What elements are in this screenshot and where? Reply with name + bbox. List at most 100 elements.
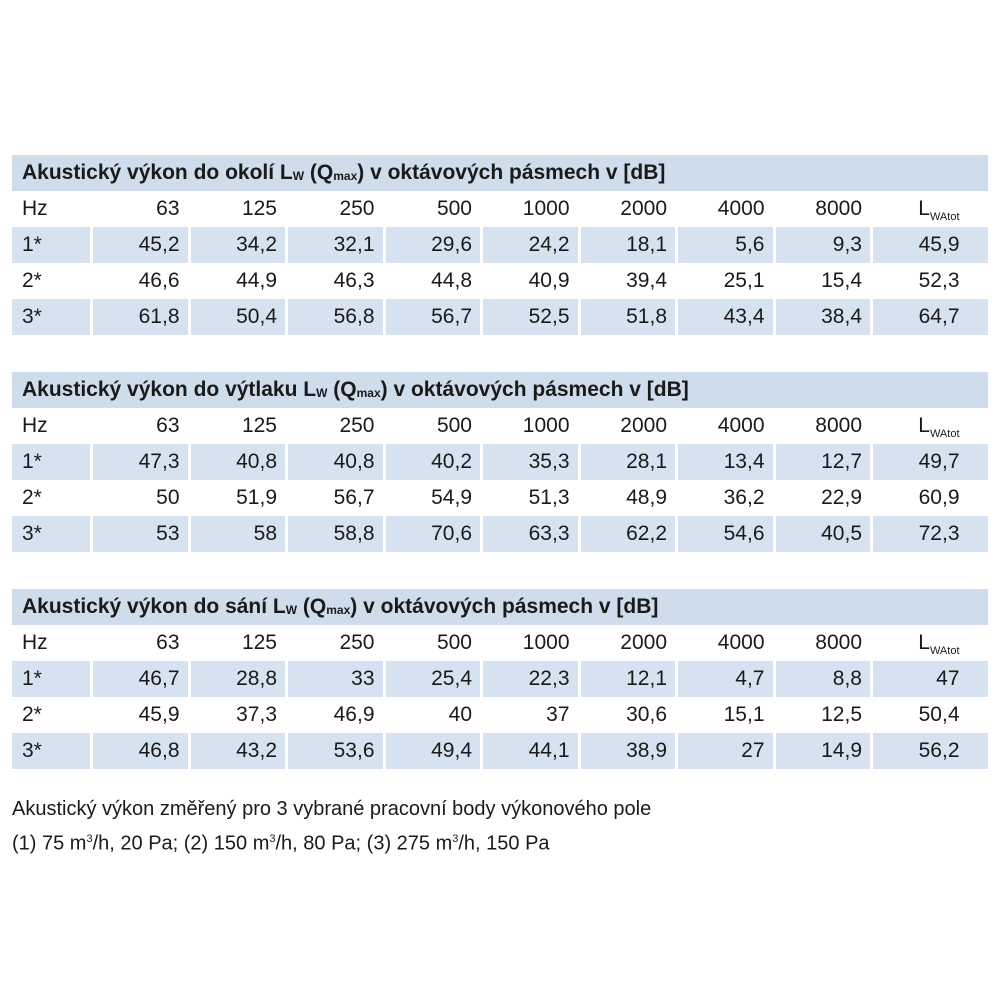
value-cell: 38,9 [577,733,676,769]
table-row: 2* 45,9 37,3 46,9 40 37 30,6 15,1 12,5 50,4 [12,697,988,733]
value-cell: 46,7 [90,661,188,697]
header-cell: 1000 [480,408,578,444]
value-cell: 47,3 [90,444,188,480]
value-cell: 54,6 [675,516,773,552]
value-cell: 9,3 [772,227,871,263]
value-cell: 64,7 [870,299,968,335]
header-cell: 125 [187,625,286,661]
header-lw-main: L [918,631,930,654]
row-label: 3* [22,739,42,762]
table-row: 3* 53 58 58,8 70,6 63,3 62,2 54,6 40,5 72,3 [12,516,988,552]
header-cell: 8000 [772,408,871,444]
value-cell: 63,3 [480,516,578,552]
header-cell: 250 [285,191,383,227]
value-cell: 39,4 [577,263,676,299]
header-cell: 125 [187,191,286,227]
value-cell: 61,8 [90,299,188,335]
header-cell-lwatot: LWAtot [870,625,968,661]
value-cell: 52,5 [480,299,578,335]
value-cell: 8,8 [772,661,871,697]
title-part: Akustický výkon do sání L [22,595,286,618]
row-label: 2* [22,486,42,509]
value-cell: 22,9 [772,480,871,516]
acoustic-table: Akustický výkon do okolí LW (Qmax) v okt… [12,155,988,335]
value-cell: 54,9 [382,480,481,516]
value-cell: 44,9 [187,263,286,299]
value-cell: 13,4 [675,444,773,480]
header-cell: 63 [90,625,188,661]
header-cell: 63 [90,191,188,227]
note-part: (1) 75 m [12,832,87,855]
value-cell: 49,4 [382,733,481,769]
value-cell: 46,9 [285,697,383,733]
table-row: 2* 46,6 44,9 46,3 44,8 40,9 39,4 25,1 15,4 52,3 [12,263,988,299]
table-row: 1* 46,7 28,8 33 25,4 22,3 12,1 4,7 8,8 47 [12,661,988,697]
header-cell: 2000 [577,408,676,444]
title-part: W [292,169,305,183]
value-cell: 72,3 [870,516,968,552]
title-part: W [285,603,298,617]
row-label: 2* [22,269,42,292]
value-cell: 40 [382,697,481,733]
header-cell: 63 [90,408,188,444]
value-cell: 52,3 [870,263,968,299]
header-cell: 2000 [577,191,676,227]
value-cell: 70,6 [382,516,481,552]
value-cell: 12,7 [772,444,871,480]
value-cell: 62,2 [577,516,676,552]
value-cell: 46,3 [285,263,383,299]
value-cell: 46,6 [90,263,188,299]
header-lw-main: L [918,197,930,220]
value-cell: 36,2 [675,480,773,516]
value-cell: 48,9 [577,480,676,516]
header-cell: Hz [22,414,48,437]
value-cell: 58 [187,516,286,552]
header-cell: Hz [22,631,48,654]
title-part: max [333,169,358,183]
note-part: /h, 150 Pa [458,832,550,855]
value-cell: 34,2 [187,227,286,263]
value-cell: 45,9 [870,227,968,263]
value-cell: 44,8 [382,263,481,299]
header-lw-sub: WAtot [929,645,960,658]
header-cell: 2000 [577,625,676,661]
header-cell: 8000 [772,625,871,661]
title-part: (Q [304,161,334,184]
value-cell: 56,2 [870,733,968,769]
title-part: (Q [327,378,357,401]
value-cell: 22,3 [480,661,578,697]
title-part: ) v oktávových pásmech v [dB] [350,595,659,618]
value-cell: 43,4 [675,299,773,335]
value-cell: 49,7 [870,444,968,480]
table-title: Akustický výkon do výtlaku LW (Qmax) v o… [12,372,988,408]
header-lw-sub: WAtot [929,428,960,441]
header-cell: 4000 [675,408,773,444]
value-cell: 46,8 [90,733,188,769]
row-label: 3* [22,305,42,328]
title-part: Akustický výkon do výtlaku L [22,378,317,401]
header-cell: 500 [382,625,481,661]
value-cell: 25,4 [382,661,481,697]
header-lw-sub: WAtot [929,211,960,224]
value-cell: 43,2 [187,733,286,769]
value-cell: 30,6 [577,697,676,733]
note-sup: 3 [452,833,459,845]
header-lw-main: L [918,414,930,437]
value-cell: 40,8 [187,444,286,480]
header-cell: Hz [22,197,48,220]
value-cell: 44,1 [480,733,578,769]
table-header-row: Hz 63 125 250 500 1000 2000 4000 8000 LWAtot [12,191,988,227]
table-header-row: Hz 63 125 250 500 1000 2000 4000 8000 LWAtot [12,625,988,661]
value-cell: 28,8 [187,661,286,697]
header-cell: 4000 [675,625,773,661]
value-cell: 50,4 [187,299,286,335]
value-cell: 53 [90,516,188,552]
value-cell: 25,1 [675,263,773,299]
table-title: Akustický výkon do okolí LW (Qmax) v okt… [12,155,988,191]
value-cell: 27 [675,733,773,769]
value-cell: 14,9 [772,733,871,769]
value-cell: 15,4 [772,263,871,299]
value-cell: 60,9 [870,480,968,516]
value-cell: 58,8 [285,516,383,552]
value-cell: 51,8 [577,299,676,335]
